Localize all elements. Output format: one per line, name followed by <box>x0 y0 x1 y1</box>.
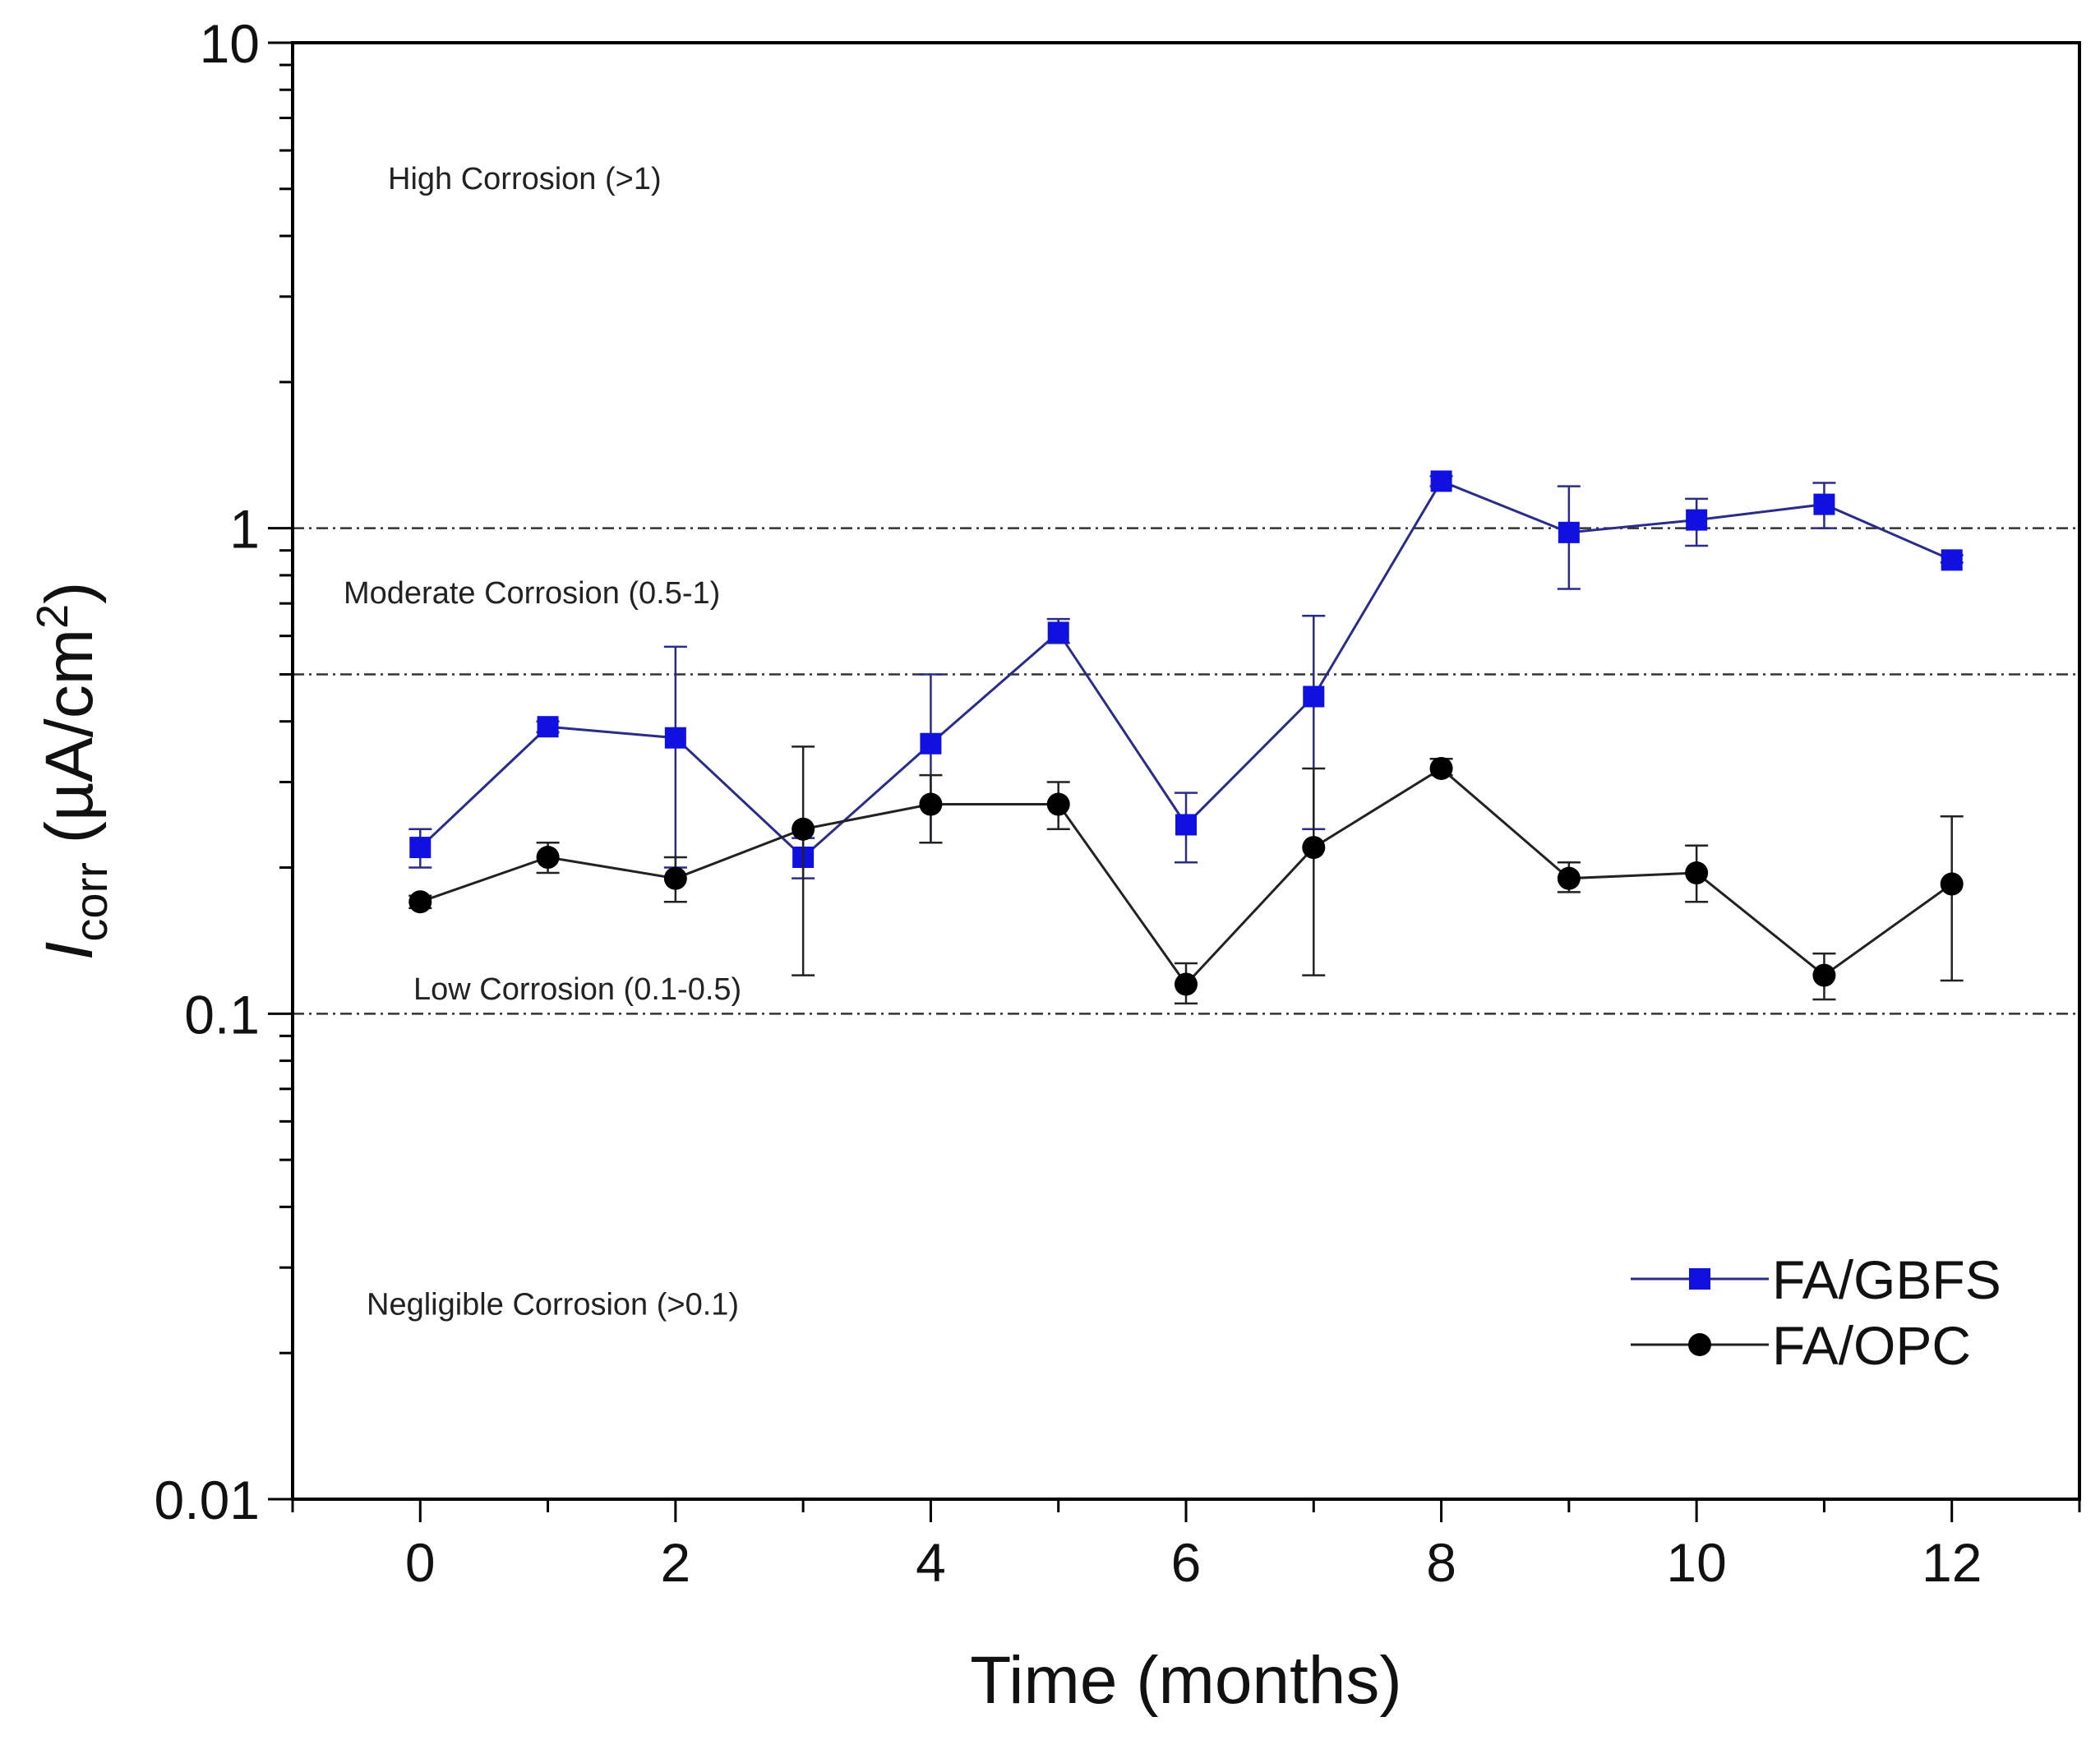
zone-label-0: High Corrosion (>1) <box>388 162 662 196</box>
zone-label-3: Negligible Corrosion (>0.1) <box>367 1287 739 1322</box>
data-point <box>663 866 687 890</box>
data-point <box>1429 756 1453 780</box>
data-point <box>1430 470 1452 492</box>
x-axis: 0 2 4 6 8 10 12 <box>291 1499 2081 1593</box>
data-point <box>1557 866 1581 890</box>
x-tick-label: 2 <box>660 1532 690 1593</box>
data-point <box>409 837 432 859</box>
y-axis: 0.01 0.1 1 10 <box>155 13 293 1530</box>
data-point <box>920 732 942 755</box>
zone-label-1: Moderate Corrosion (0.5-1) <box>344 576 720 611</box>
data-point <box>1813 493 1835 515</box>
x-tick-label: 4 <box>916 1532 946 1593</box>
y-tick-label: 1 <box>229 499 260 560</box>
legend-label: FA/GBFS <box>1772 1249 2001 1310</box>
legend-label: FA/OPC <box>1772 1315 1971 1376</box>
zone-labels: High Corrosion (>1) Moderate Corrosion (0… <box>344 162 741 1322</box>
y-axis-symbol: I <box>32 942 107 961</box>
x-tick-label: 12 <box>1922 1532 1982 1593</box>
y-tick-label: 0.1 <box>184 984 260 1045</box>
x-tick-label: 6 <box>1171 1532 1202 1593</box>
data-point <box>536 846 560 870</box>
y-axis-title: Icorr (µA/cm2) <box>28 582 117 961</box>
series-fa-gbfs <box>408 470 1964 879</box>
y-axis-superscript: 2 <box>28 604 77 629</box>
legend-marker <box>1688 1333 1711 1356</box>
series-layer <box>408 470 1964 1005</box>
data-point <box>1941 549 1963 571</box>
data-point <box>1047 621 1069 644</box>
series-fa-opc <box>408 745 1964 1005</box>
data-point <box>537 716 559 738</box>
data-point <box>792 817 815 841</box>
y-axis-subscript: corr <box>65 862 117 941</box>
x-axis-title: Time (months) <box>970 1643 1401 1718</box>
x-tick-label: 8 <box>1426 1532 1456 1593</box>
data-point <box>1558 521 1580 543</box>
data-point <box>1046 792 1070 816</box>
data-point <box>1175 972 1198 996</box>
data-point <box>1940 872 1964 896</box>
zone-label-2: Low Corrosion (0.1-0.5) <box>413 972 741 1007</box>
threshold-lines <box>293 527 2079 1015</box>
y-axis-units: (µA/cm <box>32 629 107 862</box>
y-axis-close: ) <box>32 582 107 604</box>
y-tick-label: 10 <box>200 13 260 74</box>
data-point <box>664 727 686 749</box>
data-point <box>1302 836 1326 860</box>
x-tick-label: 10 <box>1666 1532 1726 1593</box>
data-point <box>919 792 943 816</box>
data-point <box>1175 814 1197 836</box>
legend-marker <box>1689 1268 1710 1290</box>
data-point <box>1685 861 1709 885</box>
data-point <box>408 890 432 914</box>
data-point <box>1303 685 1325 708</box>
x-tick-label: 0 <box>405 1532 436 1593</box>
y-tick-label: 0.01 <box>155 1470 260 1530</box>
data-point <box>1686 509 1708 531</box>
data-point <box>1812 963 1836 987</box>
